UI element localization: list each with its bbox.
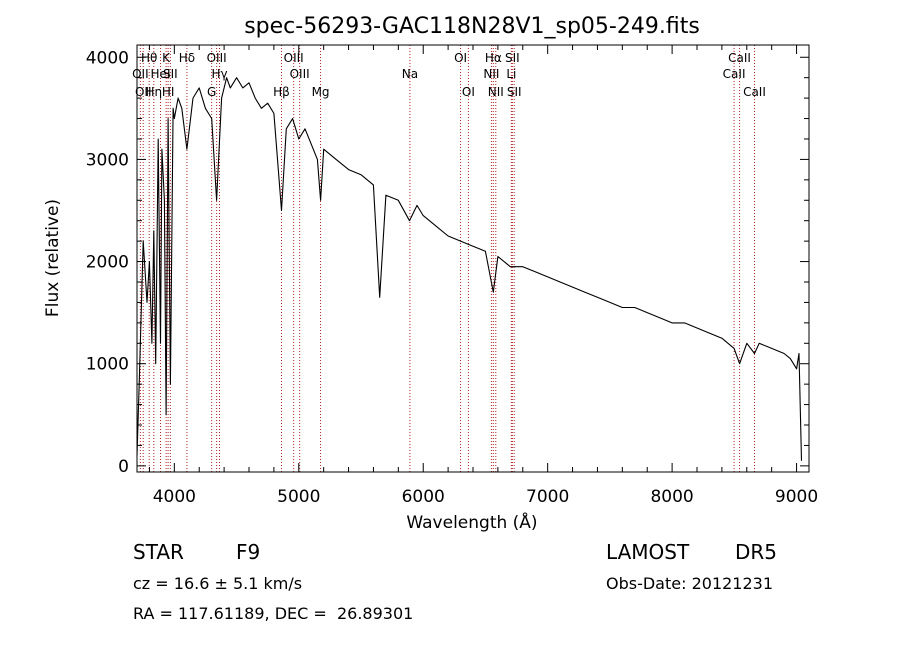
line-label-19: NII (483, 67, 499, 81)
x-tick-label-3: 7000 (526, 487, 569, 507)
spectral-line-labels: OIIOIIHθHηHeIKHISIIHδGOIIIHγHβOIIIOIIIMg… (132, 51, 766, 99)
line-label-1: OII (135, 85, 152, 99)
line-label-10: OIII (207, 51, 227, 65)
line-label-13: OIII (284, 51, 304, 65)
line-label-22: Li (506, 67, 516, 81)
x-axis-label: Wavelength (Å) (406, 511, 537, 533)
line-label-9: G (207, 85, 216, 99)
line-label-6: HI (162, 85, 175, 99)
y-tick-label-1: 1000 (86, 355, 129, 375)
line-label-8: Hδ (179, 51, 195, 65)
line-label-23: SII (505, 51, 520, 65)
line-label-2: Hθ (141, 51, 157, 65)
line-label-18: OI (462, 85, 475, 99)
x-tick-label-4: 8000 (650, 487, 693, 507)
chart-title: spec-56293-GAC118N28V1_sp05-249.fits (244, 14, 700, 39)
spectral-line-markers (139, 45, 755, 472)
x-tick-label-1: 5000 (277, 487, 320, 507)
axis-ticks: 4000 5000 6000 7000 8000 9000 0 1000 2000 3000 400… (86, 45, 818, 507)
spectrum-line-0 (136, 77, 803, 461)
y-tick-label-2: 2000 (86, 253, 129, 273)
line-label-27: CaII (743, 85, 766, 99)
line-label-5: K (162, 51, 171, 65)
plot-frame (136, 44, 810, 473)
line-label-25: CaII (723, 67, 746, 81)
line-label-0: OII (132, 67, 149, 81)
line-label-15: Mg (312, 85, 330, 99)
subclass-label: F9 (236, 540, 261, 564)
line-label-11: Hγ (211, 67, 227, 81)
line-label-12: Hβ (273, 85, 290, 99)
line-label-21: NII (488, 85, 504, 99)
spectrum-series (136, 77, 803, 461)
line-label-4: HeI (151, 67, 171, 81)
class-label: STAR (133, 540, 184, 564)
x-tick-label-5: 9000 (775, 487, 818, 507)
y-tick-label-4: 4000 (86, 48, 129, 68)
line-label-26: CaII (728, 51, 751, 65)
line-label-24: SII (507, 85, 522, 99)
line-label-20: Hα (485, 51, 502, 65)
line-label-3: Hη (145, 85, 162, 99)
redshift-text: cz = 16.6 ± 5.1 km/s (133, 574, 303, 593)
line-label-14: OIII (290, 67, 310, 81)
survey-label: LAMOST (606, 540, 690, 564)
line-label-7: SII (163, 67, 178, 81)
line-label-16: Na (402, 67, 418, 81)
y-tick-label-0: 0 (118, 457, 129, 477)
release-label: DR5 (735, 540, 778, 564)
y-axis-label: Flux (relative) (43, 199, 63, 317)
line-label-17: OI (454, 51, 467, 65)
y-tick-label-3: 3000 (86, 150, 129, 170)
x-tick-label-0: 4000 (153, 487, 196, 507)
coordinates-text: RA = 117.61189, DEC = 26.89301 (133, 604, 414, 623)
x-tick-label-2: 6000 (402, 487, 445, 507)
obs-date-text: Obs-Date: 20121231 (606, 574, 774, 593)
